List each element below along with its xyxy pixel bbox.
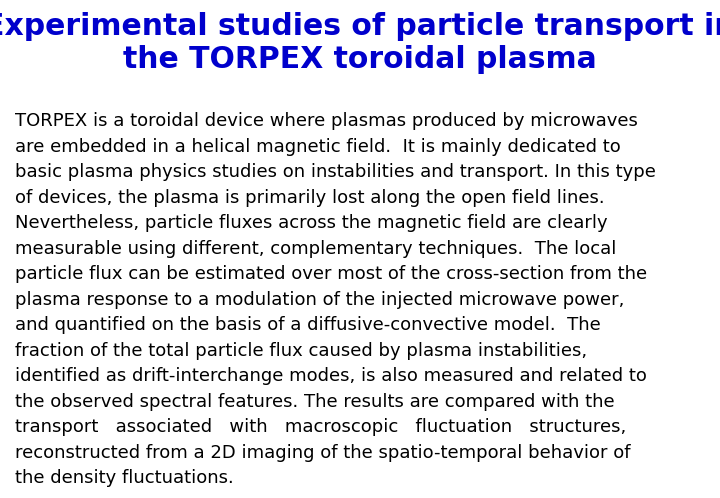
Text: identified as drift-interchange modes, is also measured and related to: identified as drift-interchange modes, i… (15, 367, 647, 385)
Text: are embedded in a helical magnetic field.  It is mainly dedicated to: are embedded in a helical magnetic field… (15, 137, 621, 155)
Text: basic plasma physics studies on instabilities and transport. In this type: basic plasma physics studies on instabil… (15, 163, 656, 181)
Text: the observed spectral features. The results are compared with the: the observed spectral features. The resu… (15, 392, 615, 410)
Text: reconstructed from a 2D imaging of the spatio-temporal behavior of: reconstructed from a 2D imaging of the s… (15, 444, 631, 462)
Text: fraction of the total particle flux caused by plasma instabilities,: fraction of the total particle flux caus… (15, 342, 587, 360)
Text: and quantified on the basis of a diffusive-convective model.  The: and quantified on the basis of a diffusi… (15, 316, 600, 334)
Text: particle flux can be estimated over most of the cross-section from the: particle flux can be estimated over most… (15, 265, 647, 283)
Text: plasma response to a modulation of the injected microwave power,: plasma response to a modulation of the i… (15, 290, 624, 308)
Text: measurable using different, complementary techniques.  The local: measurable using different, complementar… (15, 240, 616, 257)
Text: of devices, the plasma is primarily lost along the open field lines.: of devices, the plasma is primarily lost… (15, 189, 605, 207)
Text: transport   associated   with   macroscopic   fluctuation   structures,: transport associated with macroscopic fl… (15, 418, 626, 436)
Text: the density fluctuations.: the density fluctuations. (15, 469, 234, 487)
Text: Nevertheless, particle fluxes across the magnetic field are clearly: Nevertheless, particle fluxes across the… (15, 214, 608, 232)
Text: Experimental studies of particle transport in
the TORPEX toroidal plasma: Experimental studies of particle transpo… (0, 12, 720, 74)
Text: TORPEX is a toroidal device where plasmas produced by microwaves: TORPEX is a toroidal device where plasma… (15, 112, 638, 130)
